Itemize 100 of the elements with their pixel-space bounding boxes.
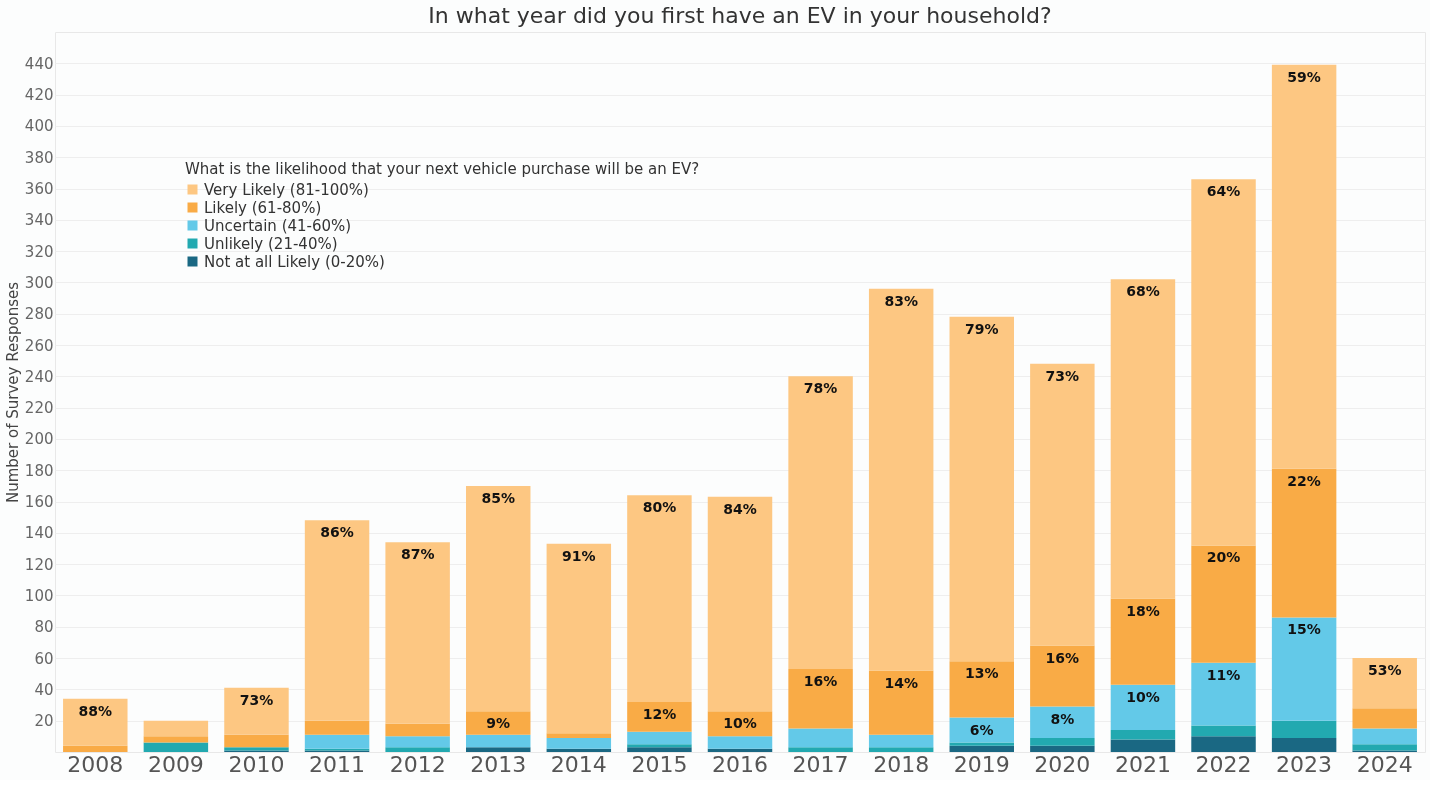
bar <box>949 661 1014 718</box>
bar <box>1271 64 1337 469</box>
annotation: 68% <box>1126 283 1160 300</box>
annotation: 22% <box>1287 472 1321 489</box>
y-tick-label: 160 <box>24 493 54 512</box>
annotation: 15% <box>1287 621 1321 638</box>
bar <box>1352 728 1417 745</box>
y-axis-title: Number of Survey Responses <box>3 281 22 504</box>
x-tick-label: 2023 <box>1276 751 1333 777</box>
legend-label: Uncertain (41-60%) <box>204 216 352 235</box>
bar <box>1110 739 1176 752</box>
x-tick-label: 2022 <box>1195 751 1252 777</box>
bar <box>1191 725 1256 737</box>
bar <box>1271 617 1337 721</box>
bar <box>304 734 370 749</box>
bar <box>224 687 289 735</box>
bar <box>707 496 773 712</box>
bar <box>63 698 128 746</box>
bar <box>385 736 450 748</box>
bar <box>707 736 773 749</box>
x-tick-label: 2011 <box>309 751 366 777</box>
annotation: 59% <box>1287 68 1321 85</box>
bar <box>949 316 1014 662</box>
y-tick-label: 40 <box>34 680 54 699</box>
annotation: 84% <box>723 500 757 517</box>
y-tick-label: 120 <box>24 555 54 574</box>
annotation: 64% <box>1206 183 1241 200</box>
annotation: 6% <box>969 721 994 738</box>
bar <box>143 742 209 752</box>
annotation: 73% <box>239 691 274 708</box>
y-tick-label: 440 <box>24 54 54 73</box>
annotation: 53% <box>1367 662 1402 679</box>
y-tick-label: 400 <box>24 117 54 136</box>
annotation: 16% <box>803 673 838 690</box>
bar <box>1352 658 1417 709</box>
bar <box>788 376 853 670</box>
bar <box>385 723 450 737</box>
y-tick-label: 360 <box>24 180 54 199</box>
annotation: 73% <box>1045 367 1080 384</box>
annotation: 11% <box>1206 666 1241 683</box>
bar <box>1271 720 1337 738</box>
x-tick-label: 2014 <box>550 751 607 777</box>
bar <box>788 747 853 752</box>
bar <box>868 670 934 735</box>
y-tick-label: 340 <box>24 211 54 230</box>
y-tick-label: 280 <box>24 305 54 324</box>
bar <box>949 742 1014 746</box>
annotation: 13% <box>965 665 999 682</box>
bar <box>1030 706 1095 738</box>
annotation: 18% <box>1126 602 1160 619</box>
bar <box>466 485 531 712</box>
bar <box>466 747 531 752</box>
bar <box>788 669 853 729</box>
x-tick-label: 2013 <box>470 751 527 777</box>
x-tick-label: 2015 <box>631 751 688 777</box>
bar <box>546 748 612 752</box>
annotation: 83% <box>884 292 918 309</box>
y-tick-label: 240 <box>24 367 54 386</box>
annotation: 91% <box>562 547 596 564</box>
bar <box>1030 645 1095 707</box>
bar <box>627 747 692 752</box>
y-tick-label: 140 <box>24 524 54 543</box>
legend-label: Unlikely (21-40%) <box>204 234 338 253</box>
bar <box>868 747 934 752</box>
bar <box>1110 598 1176 685</box>
bar <box>466 734 531 748</box>
bar <box>868 734 934 748</box>
x-tick-label: 2010 <box>228 751 285 777</box>
bar <box>385 747 450 752</box>
bar <box>627 701 692 732</box>
y-tick-label: 320 <box>24 242 54 261</box>
x-tick-label: 2009 <box>147 751 204 777</box>
y-tick-label: 380 <box>24 148 54 167</box>
x-tick-label: 2024 <box>1356 751 1413 777</box>
y-tick-label: 220 <box>24 399 54 418</box>
bar <box>143 736 209 743</box>
chart-title: In what year did you first have an EV in your household? <box>428 3 1052 28</box>
annotation: 86% <box>320 524 354 541</box>
annotation: 9% <box>486 715 511 732</box>
bar <box>63 745 128 752</box>
x-tick-label: 2019 <box>953 751 1010 777</box>
y-tick-label: 200 <box>24 430 54 449</box>
annotation: 10% <box>1126 688 1160 705</box>
annotation: 85% <box>481 489 515 506</box>
bar <box>546 543 612 734</box>
y-tick-label: 20 <box>34 712 54 731</box>
bar <box>1030 737 1095 746</box>
bar <box>1191 736 1256 752</box>
bar <box>1110 279 1176 599</box>
annotation: 79% <box>965 320 999 337</box>
bar <box>1352 744 1417 751</box>
bar <box>304 520 370 721</box>
y-tick-label: 80 <box>34 618 54 637</box>
bar <box>1030 363 1095 646</box>
bar <box>385 542 450 724</box>
annotation: 80% <box>642 499 677 516</box>
bar <box>1191 545 1256 663</box>
legend-title: What is the likelihood that your next vehicle purchase will be an EV? <box>185 160 700 178</box>
annotation: 20% <box>1206 549 1241 566</box>
bar <box>1030 745 1095 752</box>
